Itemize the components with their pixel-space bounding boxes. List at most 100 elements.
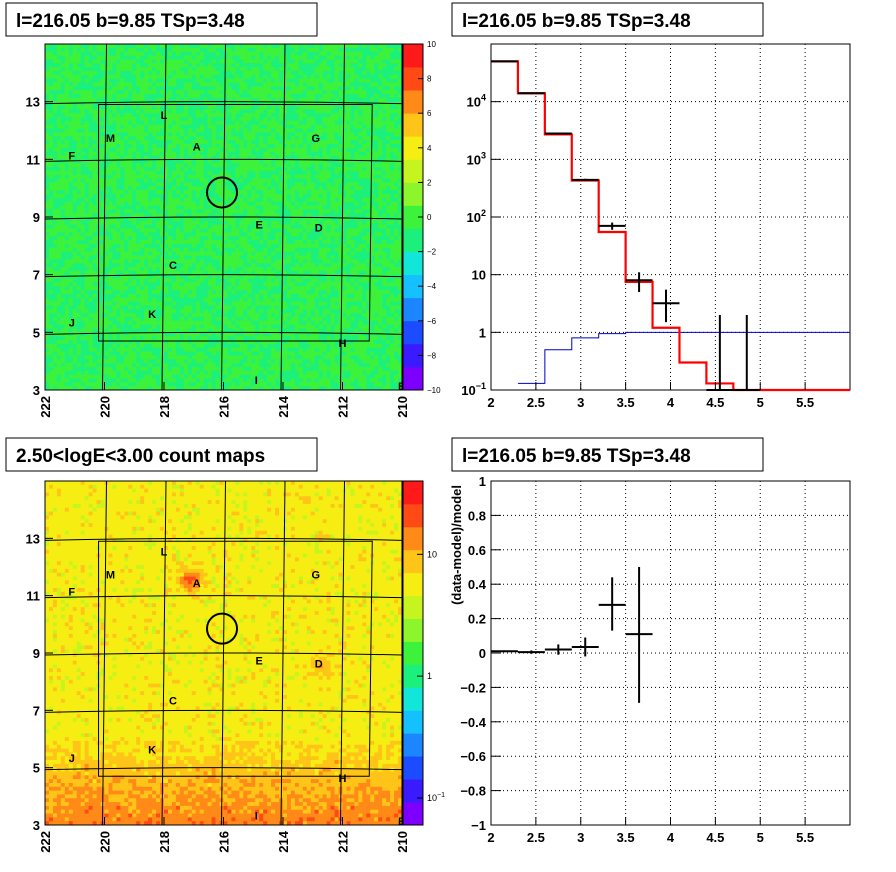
residual-map-pixel (183, 366, 189, 372)
residual-map-pixel (60, 332, 66, 337)
residual-map-pixel (227, 370, 232, 376)
residual-map-pixel (231, 120, 236, 126)
residual-map-pixel (64, 351, 70, 356)
residual-map-pixel (164, 240, 169, 245)
residual-map-pixel (120, 159, 125, 164)
residual-map-pixel (84, 243, 90, 249)
residual-map-pixel (96, 370, 101, 376)
residual-map-pixel (187, 243, 193, 249)
residual-map-pixel (167, 305, 173, 310)
residual-map-pixel (52, 47, 58, 53)
residual-map-pixel (84, 167, 90, 172)
residual-map-pixel (255, 143, 260, 149)
residual-map-pixel (76, 90, 82, 95)
residual-map-pixel (84, 82, 90, 87)
residual-map-pixel (211, 147, 216, 153)
residual-map-pixel (92, 251, 97, 256)
residual-map-pixel (164, 278, 169, 283)
residual-map-pixel (211, 101, 216, 106)
residual-map-pixel (187, 78, 193, 83)
residual-map-pixel (235, 274, 240, 279)
residual-map-pixel (239, 278, 244, 283)
residual-map-pixel (152, 359, 157, 364)
residual-map-pixel (167, 93, 173, 99)
residual-map-pixel (215, 128, 220, 133)
residual-map-pixel (140, 374, 145, 379)
residual-map-pixel (120, 120, 125, 126)
residual-map-pixel (227, 159, 232, 164)
residual-map-pixel (179, 320, 185, 326)
residual-map-pixel (243, 217, 248, 222)
residual-map-pixel (76, 259, 82, 264)
residual-map-pixel (128, 136, 133, 141)
residual-map-pixel (144, 386, 149, 391)
residual-map-pixel (187, 182, 193, 187)
residual-map-pixel (227, 240, 232, 245)
residual-map-pixel (235, 147, 240, 153)
residual-map-pixel (100, 74, 105, 79)
residual-map-pixel (140, 205, 145, 210)
residual-map-pixel (223, 217, 228, 222)
residual-map-pixel (136, 374, 141, 379)
residual-map-pixel (247, 320, 252, 326)
residual-map-pixel (203, 247, 209, 252)
residual-map-pixel (259, 97, 264, 103)
residual-map-pixel (171, 109, 177, 114)
residual-map-pixel (144, 113, 149, 118)
residual-map-pixel (132, 155, 137, 160)
residual-map-pixel (171, 282, 177, 287)
residual-map-pixel (136, 97, 141, 103)
residual-map-pixel (68, 140, 74, 145)
residual-map-pixel (120, 74, 125, 79)
residual-map-pixel (112, 293, 117, 299)
residual-map-pixel (191, 120, 197, 126)
residual-map-pixel (100, 309, 105, 314)
residual-map-pixel (88, 170, 93, 176)
residual-map-pixel (171, 359, 177, 364)
residual-map-pixel (148, 59, 153, 64)
residual-map-pixel (56, 147, 62, 153)
residual-map-pixel (199, 147, 205, 153)
residual-map-pixel (72, 255, 78, 260)
residual-map-pixel (239, 240, 244, 245)
residual-map-pixel (156, 90, 161, 95)
residual-map-pixel (100, 243, 105, 249)
residual-map-pixel (76, 109, 82, 114)
residual-map-pixel (84, 74, 90, 79)
residual-map-pixel (88, 274, 93, 279)
residual-map-pixel (148, 147, 153, 153)
residual-map-pixel (239, 78, 244, 83)
residual-map-pixel (120, 190, 125, 195)
residual-map-pixel (160, 247, 165, 252)
residual-map-pixel (152, 286, 157, 291)
residual-map-pixel (72, 351, 78, 356)
residual-map-pixel (251, 155, 256, 160)
residual-map-pixel (64, 117, 70, 122)
residual-map-pixel (148, 55, 153, 60)
residual-map-pixel (243, 316, 248, 322)
residual-map-pixel (171, 82, 177, 87)
residual-map-pixel (56, 193, 62, 199)
residual-map-pixel (124, 301, 129, 306)
residual-map-pixel (191, 351, 197, 356)
residual-map-pixel (219, 120, 224, 126)
residual-map-pixel (156, 243, 161, 249)
residual-map-pixel (80, 340, 86, 345)
residual-map-pixel (80, 174, 86, 179)
residual-map-pixel (108, 143, 113, 149)
residual-map-pixel (45, 320, 50, 326)
residual-map-pixel (243, 359, 248, 364)
residual-map-pixel (259, 378, 264, 383)
residual-map-pixel (80, 313, 86, 318)
residual-map-pixel (179, 90, 185, 95)
residual-map-pixel (183, 263, 189, 268)
residual-map-pixel (148, 282, 153, 287)
residual-map-pixel (255, 82, 260, 87)
residual-map-pixel (247, 209, 252, 214)
residual-map-pixel (167, 55, 173, 60)
residual-map-pixel (104, 93, 109, 99)
residual-map-pixel (167, 336, 173, 341)
residual-map-pixel (171, 336, 177, 341)
residual-map-pixel (227, 128, 232, 133)
residual-map-pixel (88, 82, 93, 87)
